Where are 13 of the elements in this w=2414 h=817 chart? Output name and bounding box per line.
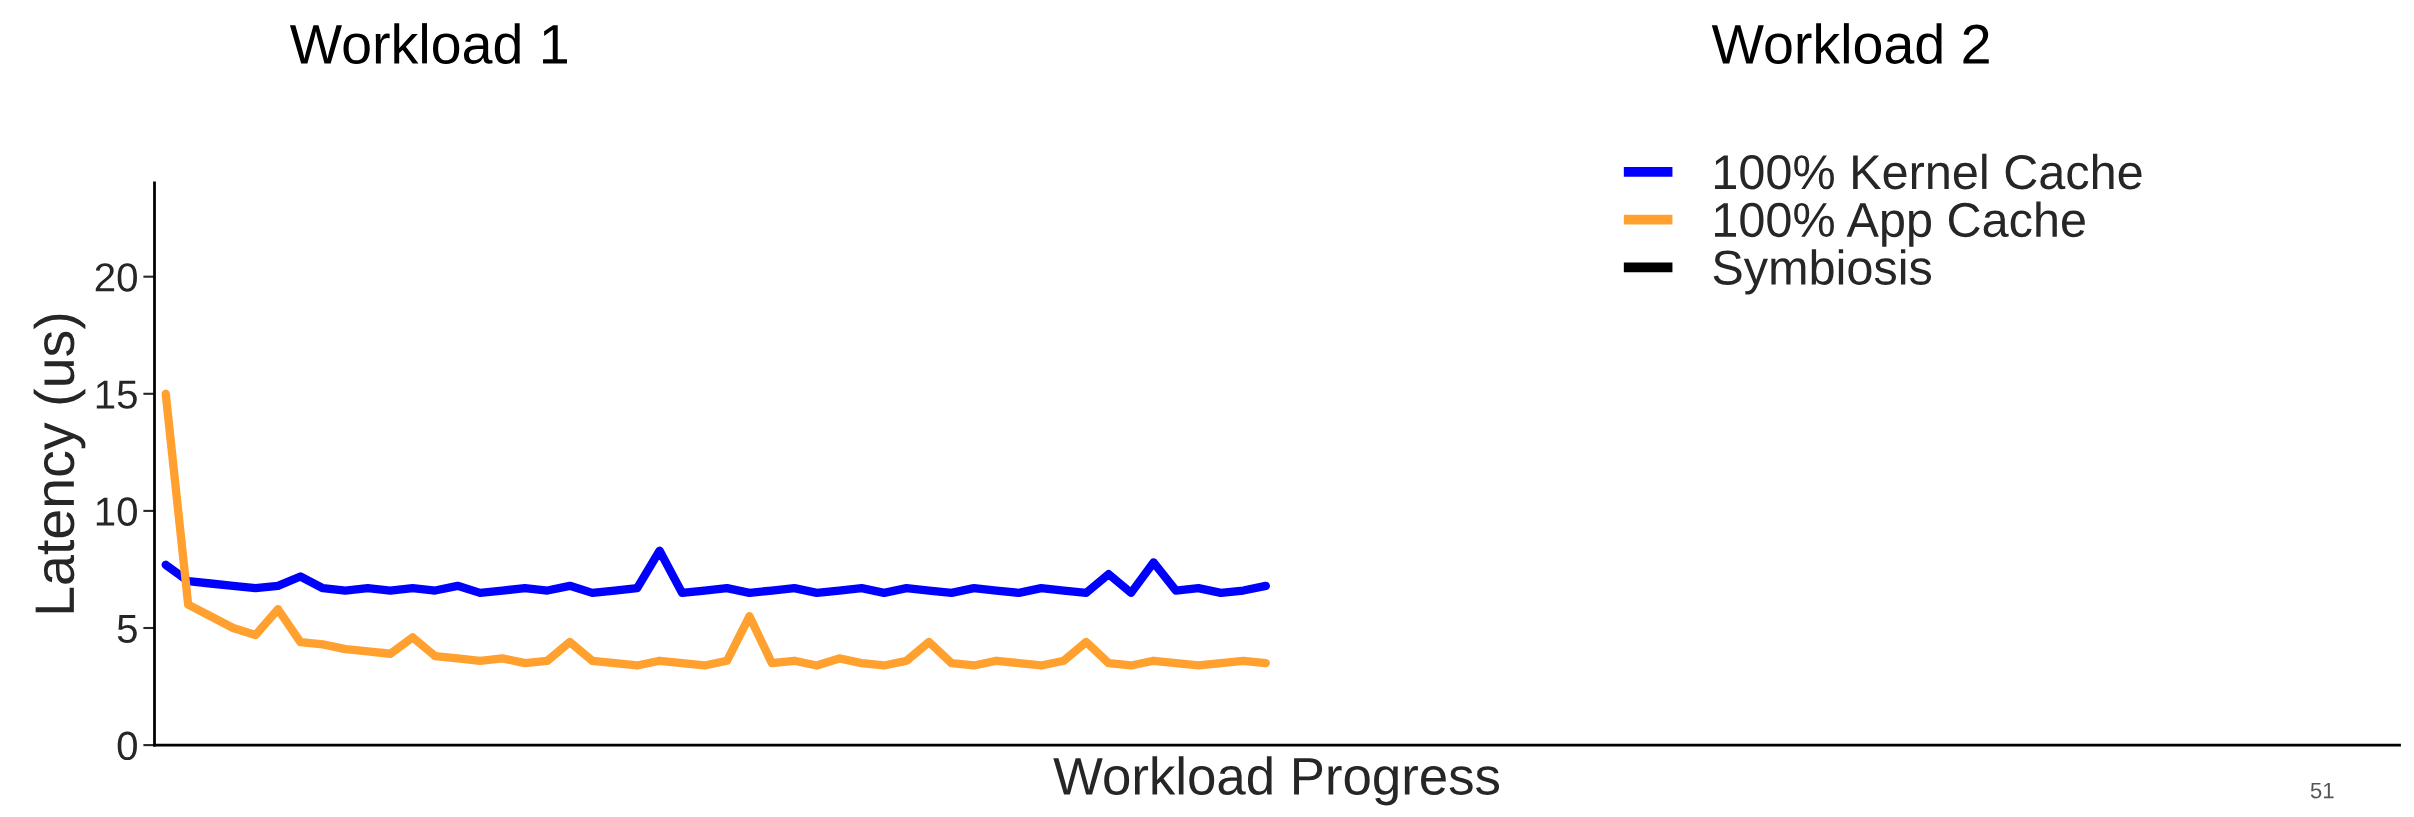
y-tick-label: 20	[95, 263, 137, 292]
x-axis-title: Workload Progress	[1053, 756, 1500, 806]
y-axis-title: Latency (us)	[33, 314, 86, 613]
y-tick-label: 0	[117, 731, 137, 761]
text: Workload 1	[289, 23, 567, 64]
y-tick-label: 15	[96, 380, 137, 409]
legend-label: Symbiosis	[1713, 249, 1932, 295]
y-tick-label: 10	[96, 497, 137, 526]
legend-label: 100% Kernel Cache	[1715, 153, 2142, 190]
text: Workload 2	[1711, 23, 1989, 64]
text: 51	[2310, 782, 2334, 799]
legend-label: 100% App Cache	[1715, 201, 2085, 247]
y-tick-label: 5	[117, 614, 137, 643]
